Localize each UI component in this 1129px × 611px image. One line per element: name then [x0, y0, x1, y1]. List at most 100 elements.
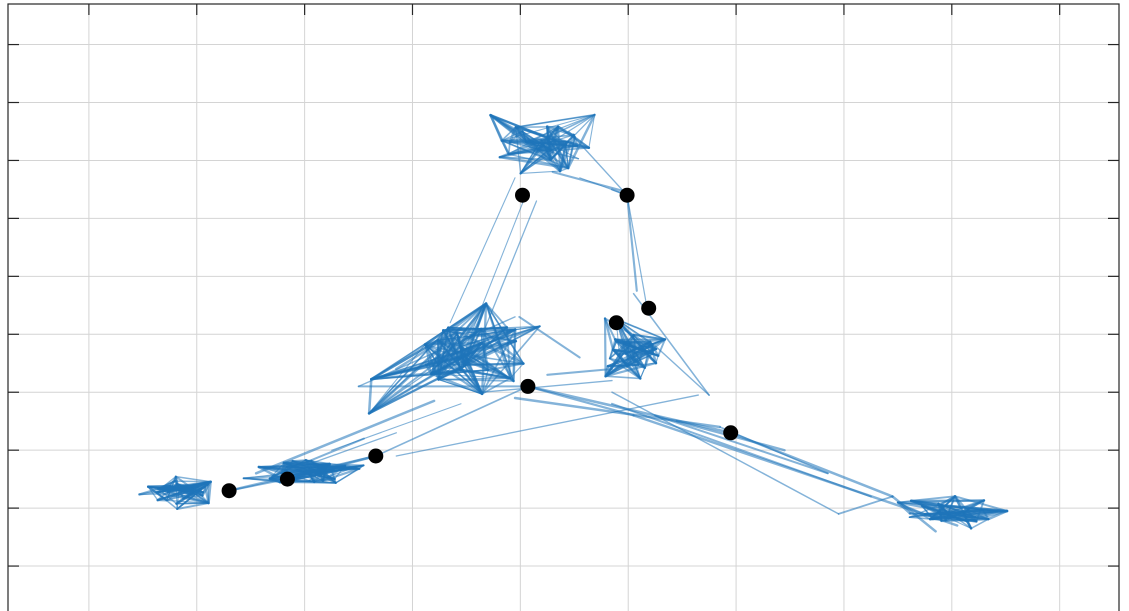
- hub-point: [515, 187, 530, 203]
- graph-edge: [651, 343, 654, 355]
- hub-point: [641, 300, 657, 316]
- graph-edge: [954, 495, 1008, 512]
- graph-edge: [175, 475, 212, 483]
- graph-edge: [489, 113, 567, 147]
- graph-edge: [639, 367, 646, 380]
- graph-edge: [481, 325, 541, 395]
- bridge-edge: [395, 394, 699, 457]
- graph-edge: [564, 144, 569, 169]
- graph-edge: [424, 327, 483, 367]
- bridge-edge: [654, 414, 829, 475]
- bridge-edge: [357, 316, 516, 388]
- bridge-edge: [481, 200, 538, 335]
- bridge-edge: [611, 402, 872, 498]
- graph-edge: [424, 343, 440, 366]
- bridge-edge: [481, 379, 613, 393]
- graph-edge: [923, 513, 968, 523]
- graph-edge: [481, 328, 517, 395]
- bridge-edge: [551, 170, 630, 194]
- graph-edge: [515, 114, 596, 128]
- graph-edge: [291, 459, 307, 462]
- graph-edge: [461, 355, 466, 367]
- graph-edge: [489, 114, 503, 142]
- edge-layer: [138, 113, 1009, 533]
- graph-edge: [367, 332, 459, 415]
- graph-edge: [147, 485, 191, 492]
- bridge-edge: [331, 403, 462, 451]
- hub-layer: [221, 187, 739, 499]
- graph-edge: [641, 349, 658, 365]
- hub-point: [608, 315, 624, 331]
- graph-edge: [507, 141, 511, 156]
- graph-edge: [614, 338, 658, 350]
- graph-edge: [657, 338, 666, 357]
- graph-edge: [604, 375, 642, 380]
- bridge-edge: [837, 495, 894, 515]
- graph-edge: [370, 368, 462, 381]
- graph-edge: [176, 480, 212, 510]
- graph-edge: [480, 327, 515, 383]
- bridge-edge: [568, 130, 628, 196]
- graph-edge: [536, 148, 552, 152]
- hub-point: [723, 425, 739, 441]
- graph-edge: [566, 140, 591, 150]
- bridge-edge: [374, 385, 529, 457]
- graph-edge: [456, 332, 484, 395]
- graph-edge: [268, 465, 325, 480]
- bridge-edge: [518, 315, 581, 359]
- graph-edge: [970, 518, 990, 530]
- hub-point: [520, 378, 536, 394]
- graph-edge: [938, 503, 1009, 513]
- hub-point: [221, 483, 237, 499]
- graph-edge: [938, 495, 956, 506]
- hub-point: [279, 471, 295, 487]
- graph-edge: [603, 317, 615, 351]
- graph-edge: [147, 486, 159, 501]
- graph-edge: [525, 140, 567, 147]
- graph-edge: [540, 139, 579, 160]
- graph-edge: [549, 114, 596, 161]
- graph-edge: [500, 139, 512, 144]
- bridge-edge: [271, 437, 365, 478]
- bridge-edge: [626, 194, 649, 312]
- graph-edge: [559, 143, 567, 173]
- bridge-edge: [654, 345, 710, 396]
- graph-edge: [514, 126, 528, 143]
- bridge-edge: [626, 194, 638, 292]
- graph-edge: [436, 302, 488, 342]
- graph-edge: [466, 325, 541, 356]
- graph-edge: [460, 345, 515, 382]
- bridge-edge: [449, 177, 516, 324]
- graph-edge: [519, 141, 569, 175]
- graph-edge: [519, 139, 542, 175]
- graph-edge: [175, 475, 178, 510]
- graph-edge: [138, 487, 160, 496]
- graph-edge: [368, 328, 483, 415]
- tick-layer: [8, 4, 1119, 567]
- bridge-edge: [513, 396, 722, 429]
- graph-edge: [615, 318, 666, 341]
- bridge-edge: [526, 385, 635, 417]
- graph-edge: [612, 340, 617, 351]
- graph-edge: [910, 499, 950, 515]
- graph-edge: [910, 495, 956, 502]
- hub-point: [368, 448, 384, 464]
- graph-edge: [425, 342, 483, 366]
- graph-edge: [182, 490, 194, 500]
- graph-edge: [437, 325, 541, 341]
- graph-edge: [603, 317, 618, 343]
- graph-edge: [176, 502, 210, 510]
- graph-edge: [367, 377, 373, 415]
- graph-edge: [479, 327, 525, 365]
- bridge-edge: [395, 327, 463, 371]
- hub-point: [619, 187, 635, 203]
- graph-edge: [623, 342, 644, 352]
- graph-edge: [546, 134, 575, 139]
- graph-edge: [283, 462, 361, 470]
- graph-edge: [322, 467, 327, 482]
- graph-edge: [370, 303, 487, 380]
- graph-edge: [430, 369, 489, 375]
- graph-edge: [604, 352, 649, 378]
- graph-edge: [368, 326, 450, 415]
